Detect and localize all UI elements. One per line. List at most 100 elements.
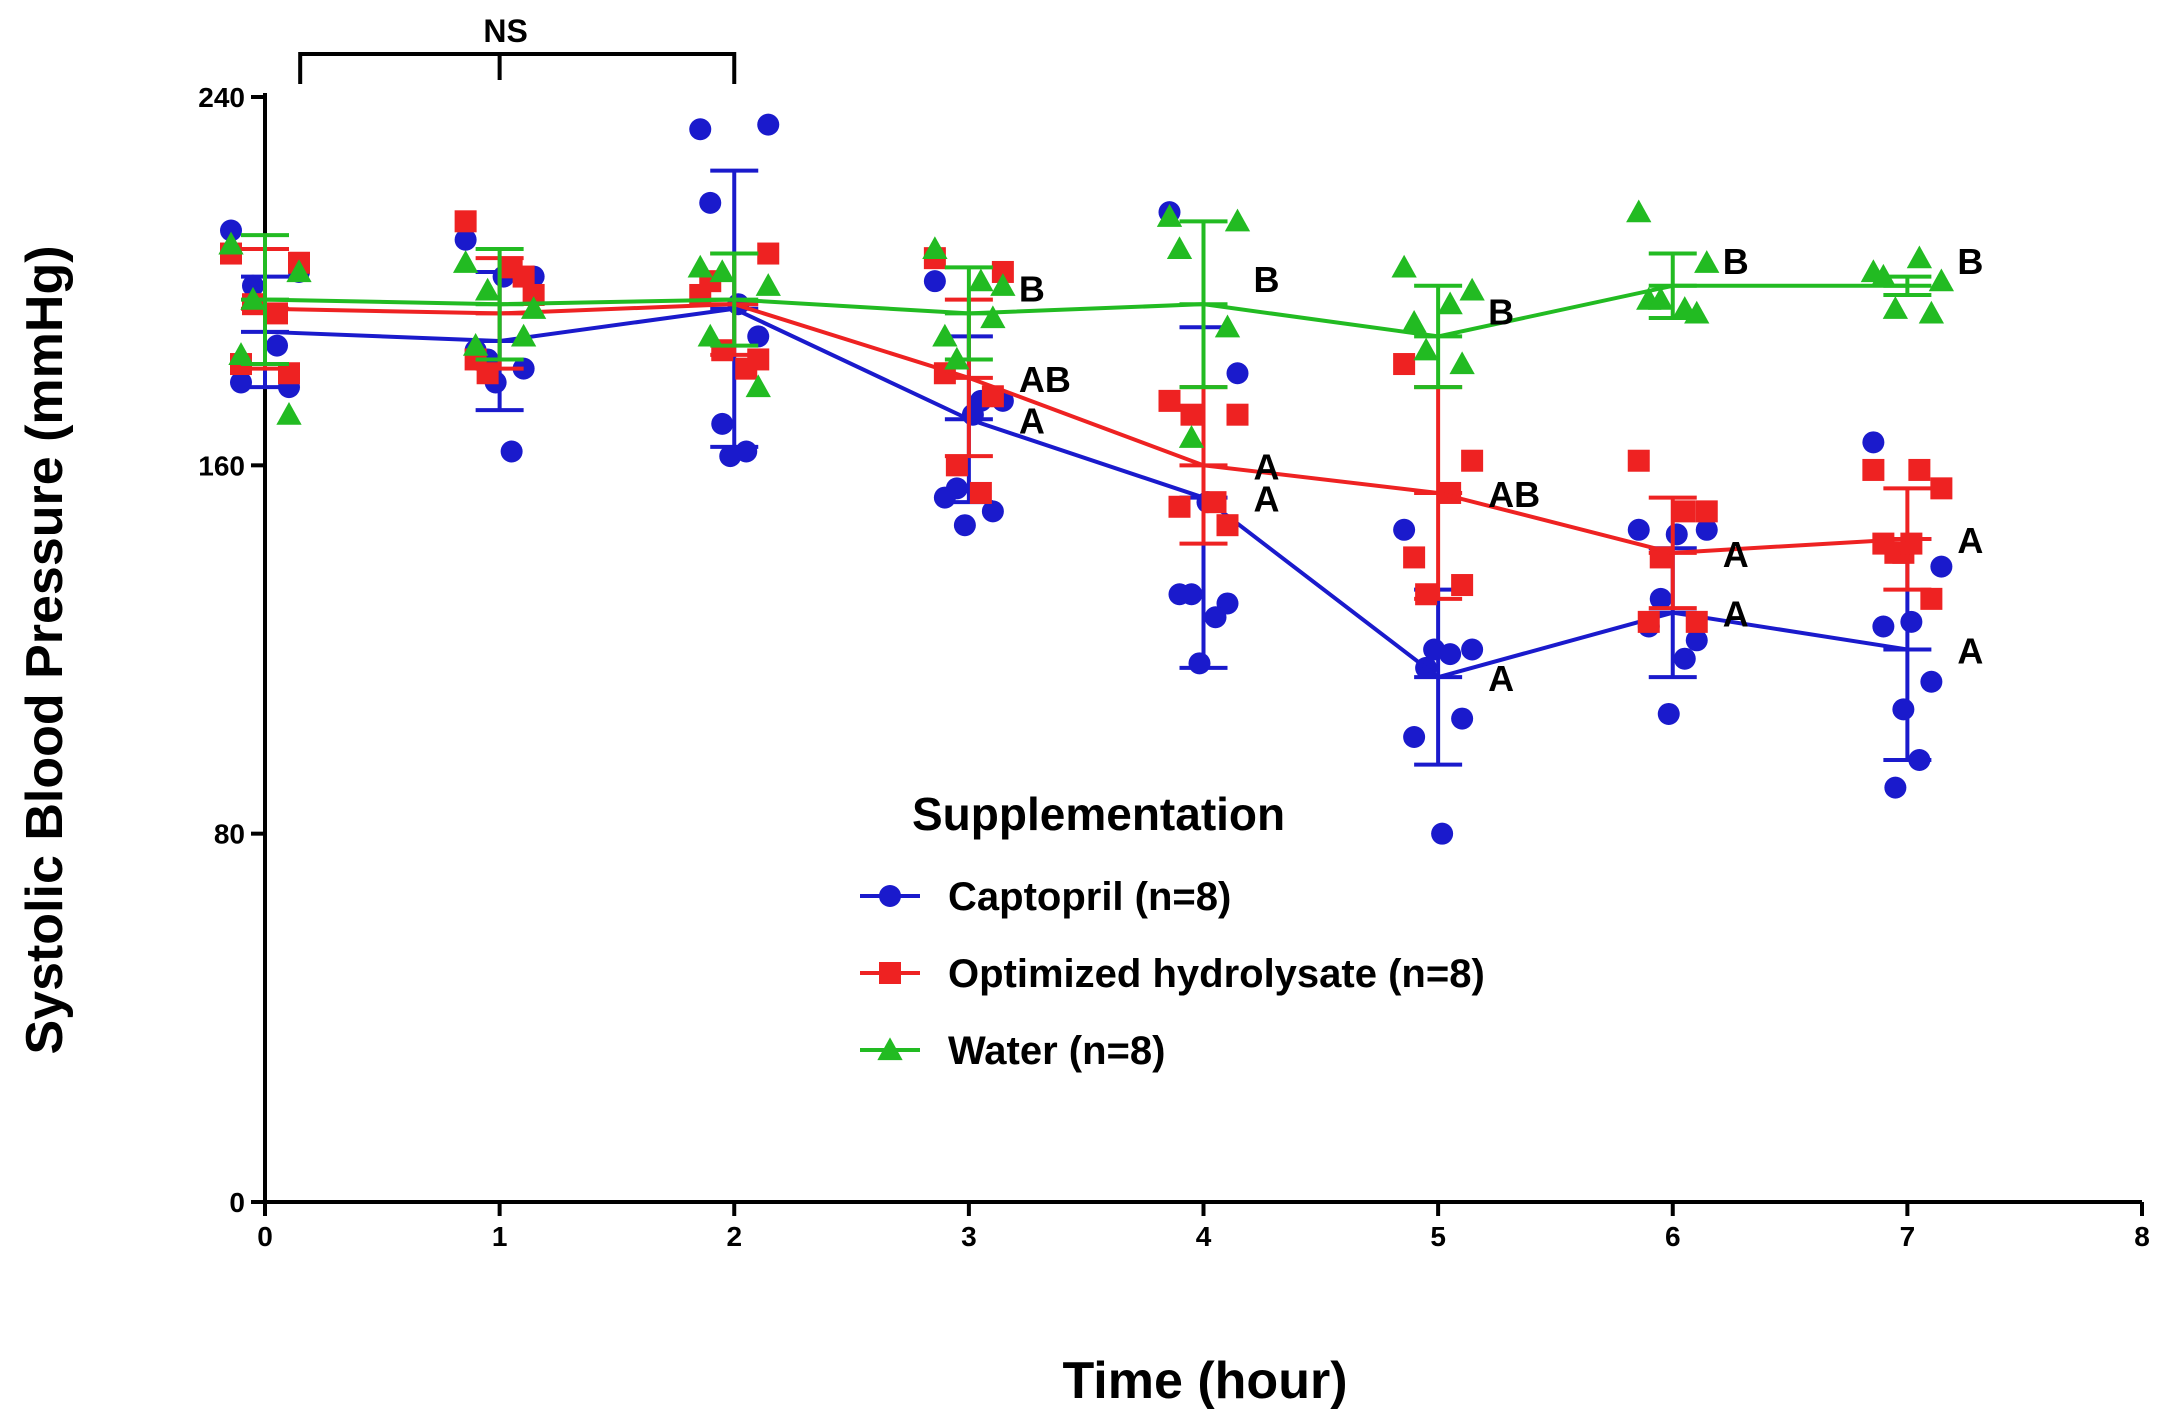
legend-item: Water (n=8) — [860, 1029, 1165, 1073]
data-point — [1918, 300, 1945, 324]
x-tick-label: 4 — [1196, 1221, 1212, 1252]
legend: Supplementation Captopril (n=8) Optimized … — [860, 788, 1485, 1073]
data-point — [757, 113, 780, 136]
data-point — [1391, 254, 1417, 278]
data-point — [276, 402, 302, 425]
data-point — [1884, 776, 1907, 799]
y-tick-label: 160 — [198, 450, 245, 481]
data-point — [218, 231, 244, 255]
data-point — [990, 273, 1016, 296]
data-point — [1862, 458, 1885, 481]
y-tick-label: 80 — [214, 819, 245, 850]
significance-label: B — [1019, 268, 1045, 309]
data-point — [1637, 610, 1660, 633]
data-point — [520, 296, 547, 319]
ns-label: NS — [483, 13, 527, 49]
data-point — [522, 283, 545, 306]
data-point — [1204, 491, 1227, 514]
significance-label: A — [1488, 658, 1514, 699]
data-point — [1180, 583, 1203, 606]
data-point — [922, 236, 948, 260]
series-line — [264, 306, 1908, 680]
data-point — [1920, 670, 1943, 693]
data-point — [452, 250, 479, 273]
data-point — [1930, 555, 1953, 578]
legend-label: Water (n=8) — [948, 1029, 1165, 1073]
data-point — [1437, 291, 1463, 315]
data-point — [1872, 615, 1895, 638]
data-point — [1673, 500, 1696, 523]
series-layer — [218, 113, 1955, 845]
ns-bracket-line — [298, 52, 737, 84]
x-axis-title: Time (hour) — [1062, 1352, 1347, 1410]
data-point — [1423, 638, 1446, 661]
data-point — [1226, 362, 1249, 385]
x-tick-label: 2 — [726, 1221, 742, 1252]
data-point — [1393, 518, 1416, 541]
data-point — [757, 242, 780, 265]
legend-item: Captopril (n=8) — [860, 875, 1231, 919]
data-point — [1413, 337, 1439, 361]
data-point — [945, 454, 968, 477]
data-point — [476, 362, 499, 385]
data-point — [1451, 574, 1474, 597]
significance-label: B — [1957, 241, 1983, 282]
data-point — [1431, 822, 1454, 845]
series-triangle — [218, 199, 1955, 448]
data-point — [500, 256, 523, 279]
data-point — [462, 332, 489, 356]
data-point — [719, 445, 742, 468]
data-point — [932, 323, 958, 347]
x-tick-label: 6 — [1665, 1221, 1681, 1252]
data-point — [1627, 518, 1650, 541]
data-point — [1695, 518, 1718, 541]
data-point — [969, 481, 992, 504]
data-point — [1906, 245, 1933, 269]
axes: 0 80 160 240 0 1 2 3 4 5 6 7 8 — [198, 52, 2150, 1252]
data-point — [1178, 425, 1205, 448]
data-point — [1224, 208, 1251, 232]
significance-label: A — [1957, 631, 1983, 672]
data-point — [1685, 610, 1708, 633]
data-point — [1920, 587, 1943, 610]
ns-bracket — [298, 52, 737, 84]
significance-label: AB — [1019, 359, 1071, 400]
data-point — [500, 440, 523, 463]
significance-label: B — [1723, 241, 1749, 282]
data-point — [1415, 583, 1438, 606]
data-point — [735, 357, 758, 380]
data-point — [1673, 647, 1696, 670]
data-point — [1188, 652, 1211, 675]
significance-label: A — [1254, 446, 1280, 487]
data-point — [1393, 353, 1416, 376]
data-point — [699, 191, 722, 214]
data-point — [1672, 296, 1698, 319]
data-point — [1928, 268, 1955, 292]
x-tick-label: 8 — [2134, 1221, 2150, 1252]
data-point — [1908, 458, 1931, 481]
significance-label: B — [1254, 259, 1280, 300]
legend-swatch-marker — [879, 885, 901, 907]
data-point — [953, 514, 976, 537]
data-point — [968, 268, 994, 292]
x-tick-label: 7 — [1900, 1221, 1916, 1252]
significance-label: A — [1019, 400, 1045, 441]
data-point — [711, 412, 734, 435]
data-point — [1168, 495, 1191, 518]
data-point — [1166, 236, 1193, 260]
data-point — [1665, 523, 1688, 546]
data-point — [689, 118, 712, 141]
data-point — [266, 334, 288, 357]
data-point — [1216, 514, 1239, 537]
legend-swatch-marker — [879, 962, 901, 984]
data-point — [980, 305, 1006, 329]
x-tick-label: 0 — [257, 1221, 273, 1252]
legend-swatch-marker — [877, 1037, 903, 1061]
data-point — [454, 210, 477, 233]
data-point — [1226, 403, 1249, 426]
data-point — [1180, 403, 1203, 426]
data-point — [1214, 314, 1241, 338]
data-point — [755, 273, 781, 296]
data-point — [1461, 449, 1484, 472]
